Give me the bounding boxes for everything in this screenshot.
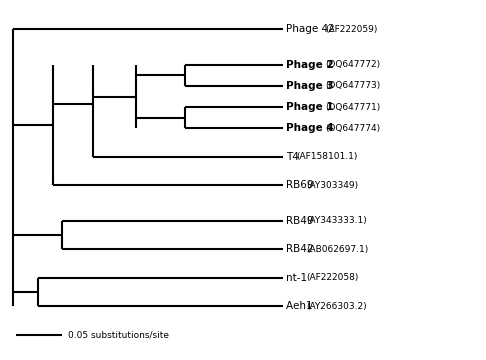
Text: nt-1: nt-1 xyxy=(286,273,311,283)
Text: (DQ647774): (DQ647774) xyxy=(325,124,380,133)
Text: (AF158101.1): (AF158101.1) xyxy=(296,152,358,161)
Text: Aeh1: Aeh1 xyxy=(286,301,316,311)
Text: Phage 1: Phage 1 xyxy=(286,102,338,112)
Text: (AY343333.1): (AY343333.1) xyxy=(306,216,367,225)
Text: (DQ647773): (DQ647773) xyxy=(325,81,381,90)
Text: (AF222058): (AF222058) xyxy=(306,273,359,282)
Text: (AY303349): (AY303349) xyxy=(306,181,358,190)
Text: (DQ647772): (DQ647772) xyxy=(325,60,380,69)
Text: Phage 2: Phage 2 xyxy=(286,59,338,69)
Text: RB69: RB69 xyxy=(286,180,317,190)
Text: Phage 4: Phage 4 xyxy=(286,123,338,134)
Text: Phage 42: Phage 42 xyxy=(286,24,338,34)
Text: T4: T4 xyxy=(286,152,303,162)
Text: (AY266303.2): (AY266303.2) xyxy=(306,302,367,311)
Text: (DQ647771): (DQ647771) xyxy=(325,103,381,112)
Text: RB42: RB42 xyxy=(286,244,317,254)
Text: (AB062697.1): (AB062697.1) xyxy=(306,245,368,254)
Text: RB49: RB49 xyxy=(286,216,317,226)
Text: Phage 3: Phage 3 xyxy=(286,81,338,91)
Text: (AF222059): (AF222059) xyxy=(326,24,378,33)
Text: 0.05 substitutions/site: 0.05 substitutions/site xyxy=(69,330,170,339)
